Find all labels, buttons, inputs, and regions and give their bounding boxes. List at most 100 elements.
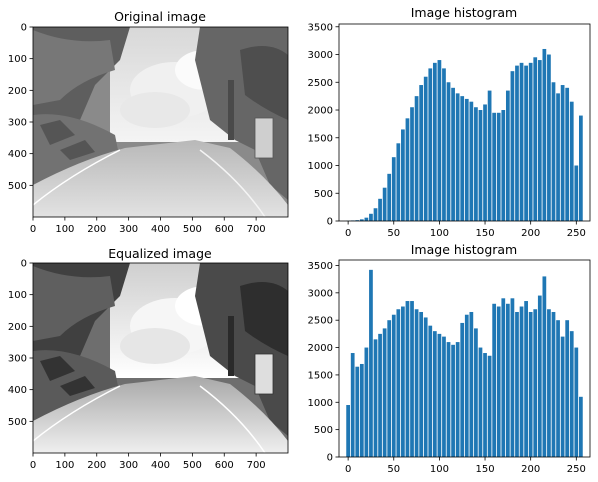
y-tick-label: 400 bbox=[8, 149, 27, 160]
x-tick-label: 500 bbox=[183, 224, 202, 235]
histogram-bar bbox=[519, 306, 524, 457]
histogram-bar bbox=[515, 65, 519, 221]
histogram-bar bbox=[551, 82, 556, 221]
histogram-chart: 0 50 100 150 200 2500500100015002000250030003… bbox=[308, 22, 591, 239]
y-tick-label: 100 bbox=[8, 290, 27, 301]
histogram-bar bbox=[478, 110, 483, 221]
y-tick-label: 500 bbox=[8, 417, 27, 428]
histogram-bar bbox=[401, 306, 405, 457]
y-tick-label: 0 bbox=[21, 259, 27, 270]
histogram-bar bbox=[537, 60, 542, 222]
histogram-bar bbox=[405, 118, 410, 221]
histogram-bar bbox=[359, 219, 364, 221]
histogram-bar bbox=[524, 65, 528, 221]
x-tick-label: 200 bbox=[521, 464, 540, 475]
x-tick-label: 600 bbox=[215, 460, 234, 471]
histogram-bar bbox=[483, 104, 487, 221]
histogram-bar bbox=[396, 143, 401, 221]
histogram-bar bbox=[355, 220, 360, 221]
histogram-bar bbox=[551, 311, 556, 457]
histogram-bar bbox=[391, 314, 396, 457]
histogram-bar bbox=[419, 311, 424, 457]
histogram-bar bbox=[524, 301, 528, 457]
y-tick-label: 100 bbox=[8, 54, 27, 65]
x-tick-label: 700 bbox=[247, 224, 266, 235]
histogram-bar bbox=[432, 62, 437, 222]
histogram-bar bbox=[387, 320, 392, 457]
histogram-bar bbox=[410, 301, 414, 457]
x-tick-label: 250 bbox=[567, 228, 586, 239]
image-frame bbox=[32, 26, 289, 218]
y-tick-label: 0 bbox=[327, 217, 333, 228]
histogram-bar bbox=[364, 347, 369, 457]
y-tick-label: 3000 bbox=[308, 288, 333, 299]
histogram-bar bbox=[355, 366, 360, 457]
y-tick-label: 200 bbox=[8, 322, 27, 333]
y-tick-label: 3000 bbox=[308, 50, 333, 61]
histogram-bar bbox=[542, 48, 547, 221]
x-tick-label: 100 bbox=[430, 228, 449, 239]
histogram-bar bbox=[460, 322, 465, 457]
panel-histogram-equalized: Image histogram 0 50 100 150 200 250050010001… bbox=[308, 242, 591, 475]
y-tick-label: 500 bbox=[8, 181, 27, 192]
histogram-bar bbox=[528, 62, 533, 222]
histogram-bar bbox=[442, 336, 446, 457]
histogram-bar bbox=[369, 213, 373, 221]
histogram-bar bbox=[419, 85, 424, 221]
y-tick-label: 3500 bbox=[308, 261, 333, 272]
x-tick-label: 50 bbox=[387, 228, 400, 239]
histogram-bar bbox=[579, 396, 583, 457]
histogram-bar bbox=[382, 328, 387, 457]
histogram-bar bbox=[474, 107, 478, 221]
histogram-bar bbox=[469, 311, 474, 457]
x-tick-label: 100 bbox=[55, 224, 74, 235]
histogram-bar bbox=[574, 165, 579, 221]
histogram-bar bbox=[505, 90, 510, 221]
histogram-bar bbox=[401, 129, 405, 221]
histogram-bar bbox=[423, 76, 428, 221]
histogram-bar bbox=[446, 82, 451, 221]
histogram-bar bbox=[556, 93, 560, 221]
y-tick-label: 300 bbox=[8, 118, 27, 129]
y-tick-label: 1500 bbox=[308, 133, 333, 144]
x-tick-label: 0 bbox=[345, 228, 351, 239]
histogram-bar bbox=[387, 173, 392, 221]
histogram-bar bbox=[378, 333, 382, 457]
y-tick-label: 500 bbox=[314, 189, 333, 200]
panel-original-image: Original image 0 100 200 300 400 500 600 700 0 10… bbox=[8, 9, 289, 235]
x-tick-label: 500 bbox=[183, 460, 202, 471]
histogram-bar bbox=[487, 90, 492, 221]
x-tick-label: 200 bbox=[87, 224, 106, 235]
histogram-bar bbox=[414, 309, 419, 457]
y-tick-label: 3500 bbox=[308, 22, 333, 33]
histogram-bar bbox=[460, 96, 465, 221]
x-tick-label: 600 bbox=[215, 224, 234, 235]
histogram-bar bbox=[492, 112, 497, 221]
x-tick-label: 150 bbox=[475, 464, 494, 475]
x-tick-label: 150 bbox=[475, 228, 494, 239]
x-tick-label: 100 bbox=[55, 460, 74, 471]
histogram-bar bbox=[464, 314, 469, 457]
histogram-bar bbox=[547, 54, 551, 222]
image-frame bbox=[32, 262, 289, 454]
histogram-bar bbox=[455, 342, 460, 457]
panel-title: Equalized image bbox=[108, 246, 212, 261]
histogram-bar bbox=[437, 333, 442, 457]
histogram-bar bbox=[569, 331, 574, 457]
plot-frame bbox=[338, 259, 591, 458]
photo-original bbox=[32, 26, 289, 218]
x-tick-label: 100 bbox=[430, 464, 449, 475]
histogram-bar bbox=[378, 198, 382, 221]
histogram-bar bbox=[428, 325, 433, 457]
x-tick-label: 400 bbox=[151, 460, 170, 471]
x-tick-label: 0 bbox=[30, 224, 36, 235]
histogram-bar bbox=[510, 71, 515, 222]
histogram-bar bbox=[469, 101, 474, 221]
histogram-bar bbox=[405, 301, 410, 457]
histogram-bar bbox=[492, 303, 497, 457]
plot-frame bbox=[338, 23, 591, 222]
x-tick-label: 200 bbox=[87, 460, 106, 471]
histogram-bar bbox=[474, 328, 478, 457]
y-tick-label: 300 bbox=[8, 354, 27, 365]
histogram-bar bbox=[574, 347, 579, 457]
